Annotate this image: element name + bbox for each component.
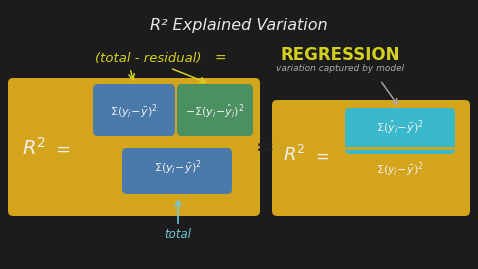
- FancyBboxPatch shape: [8, 78, 260, 216]
- Text: $\Sigma(\hat{y}_i\!-\!\bar{y})^2$: $\Sigma(\hat{y}_i\!-\!\bar{y})^2$: [376, 119, 424, 137]
- Text: (total - residual): (total - residual): [95, 52, 201, 65]
- Text: $\Sigma(y_i\!-\!\bar{y})^2$: $\Sigma(y_i\!-\!\bar{y})^2$: [154, 159, 202, 177]
- Text: REGRESSION: REGRESSION: [280, 46, 400, 64]
- Text: $\Sigma(y_i\!-\!\bar{y})^2$: $\Sigma(y_i\!-\!\bar{y})^2$: [110, 103, 158, 121]
- FancyBboxPatch shape: [93, 84, 175, 136]
- Text: variation captured by model: variation captured by model: [276, 64, 404, 73]
- Text: total: total: [164, 228, 192, 241]
- FancyBboxPatch shape: [122, 148, 232, 194]
- Text: $R^2$: $R^2$: [22, 137, 46, 159]
- Text: R² Explained Variation: R² Explained Variation: [150, 18, 328, 33]
- Text: $R^2$: $R^2$: [283, 145, 305, 165]
- Text: $-\Sigma(y_i\!-\!\hat{y}_i)^2$: $-\Sigma(y_i\!-\!\hat{y}_i)^2$: [185, 103, 245, 121]
- Text: =: =: [256, 138, 274, 158]
- Text: =: =: [315, 148, 329, 166]
- FancyBboxPatch shape: [177, 84, 253, 136]
- Text: =: =: [55, 141, 70, 159]
- Text: =: =: [214, 52, 226, 66]
- FancyBboxPatch shape: [272, 100, 470, 216]
- FancyBboxPatch shape: [345, 108, 455, 154]
- Text: $\Sigma(y_i\!-\!\bar{y})^2$: $\Sigma(y_i\!-\!\bar{y})^2$: [376, 161, 424, 179]
